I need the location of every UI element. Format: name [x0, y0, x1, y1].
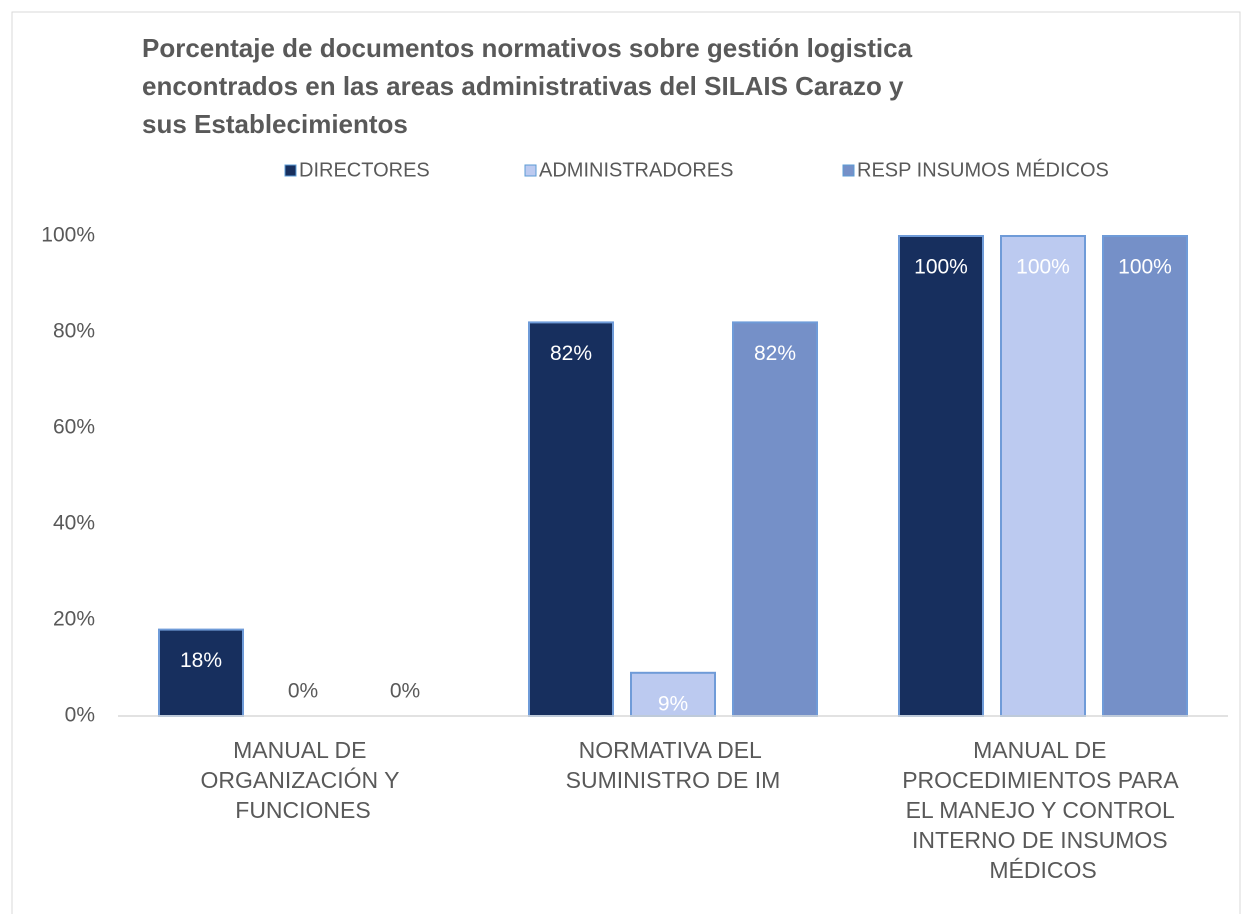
bar	[158, 628, 244, 717]
legend-swatch	[284, 164, 297, 177]
data-label: 100%	[1118, 256, 1172, 279]
y-tick-label: 60%	[53, 416, 95, 439]
data-label: 18%	[180, 649, 222, 672]
bar	[528, 321, 614, 717]
bar	[898, 235, 984, 717]
y-tick-label: 0%	[65, 704, 95, 727]
x-tick-label: MANUAL DE PROCEDIMIENTOS PARA EL MANEJO …	[902, 737, 1184, 883]
y-tick-label: 100%	[41, 224, 95, 247]
bar	[732, 321, 818, 717]
data-label: 0%	[288, 680, 318, 703]
data-label: 82%	[754, 342, 796, 365]
y-tick-label: 40%	[53, 512, 95, 535]
y-tick-label: 20%	[53, 608, 95, 631]
x-tick-label: MANUAL DE ORGANIZACIÓN Y FUNCIONES	[201, 737, 406, 823]
bar	[1000, 235, 1086, 717]
bar	[1102, 235, 1188, 717]
legend-swatch	[524, 164, 537, 177]
legend-label: RESP INSUMOS MÉDICOS	[857, 158, 1109, 181]
chart-title: Porcentaje de documentos normativos sobr…	[142, 33, 919, 139]
legend-label: DIRECTORES	[299, 159, 430, 181]
data-label: 100%	[1016, 256, 1070, 279]
data-label: 0%	[390, 680, 420, 703]
data-label: 100%	[914, 256, 968, 279]
legend-label: ADMINISTRADORES	[539, 159, 733, 181]
chart-border	[11, 11, 1241, 914]
y-tick-label: 80%	[53, 320, 95, 343]
data-label: 9%	[658, 692, 688, 715]
x-tick-label: NORMATIVA DEL SUMINISTRO DE IM	[566, 737, 781, 793]
legend-swatch	[842, 164, 855, 177]
data-label: 82%	[550, 342, 592, 365]
